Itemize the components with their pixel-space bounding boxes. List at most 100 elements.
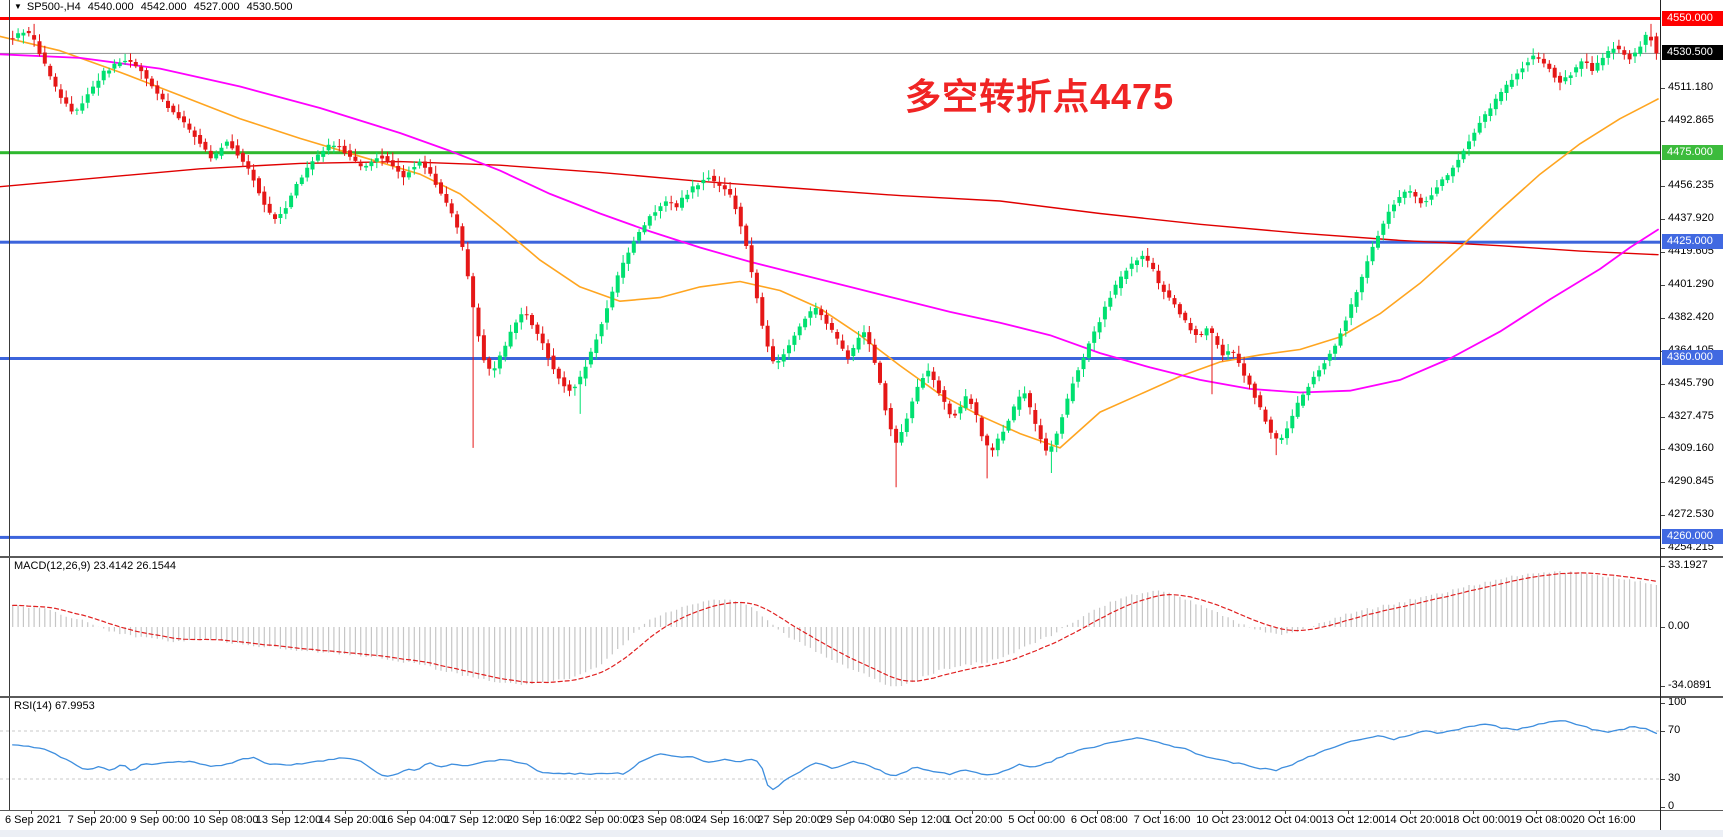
price-badge-4550.000: 4550.000 xyxy=(1662,10,1723,26)
axis-divider xyxy=(1660,0,1661,830)
time-tick xyxy=(658,810,659,814)
price-chart-panel[interactable] xyxy=(0,0,1660,556)
macd-label: MACD(12,26,9) 23.4142 26.1544 xyxy=(14,560,177,572)
price-axis[interactable]: 4511.180 4492.865 4456.235 4437.920 4419.605… xyxy=(1661,0,1723,830)
price-badge-4260.000: 4260.000 xyxy=(1662,529,1723,545)
axis-tick xyxy=(1661,87,1665,89)
panel-separator[interactable] xyxy=(0,696,1723,698)
price-chart-canvas[interactable] xyxy=(0,0,1660,556)
time-tick xyxy=(31,810,32,814)
level-4425 xyxy=(0,240,1660,244)
time-tick xyxy=(1159,810,1161,814)
time-label: 5 Oct 00:00 xyxy=(1008,814,1066,826)
axis-tick xyxy=(1661,807,1665,808)
time-label: 22 Sep 00:00 xyxy=(569,814,635,826)
rsi-line xyxy=(12,720,1658,791)
level-4260 xyxy=(0,535,1660,539)
bear-candle-wicks xyxy=(12,23,1657,488)
time-label: 16 Sep 04:00 xyxy=(381,814,447,826)
axis-tick xyxy=(1661,186,1665,188)
time-label: 20 Oct 16:00 xyxy=(1572,814,1636,826)
macd-canvas[interactable] xyxy=(0,558,1660,696)
time-tick xyxy=(219,810,221,814)
symbol-name: SP500-,H4 xyxy=(26,1,81,13)
rsi-indicator-panel[interactable] xyxy=(0,698,1660,810)
time-tick xyxy=(595,810,597,814)
ma-magenta-line xyxy=(0,53,1659,394)
price-badge-4360.000: 4360.000 xyxy=(1662,350,1723,366)
axis-tick xyxy=(1661,318,1665,320)
rsi-tick-label: 0 xyxy=(1668,800,1675,812)
axis-tick xyxy=(1661,686,1665,687)
axis-tick xyxy=(1661,482,1665,484)
axis-tick xyxy=(1661,703,1665,704)
price-badge-4425.000: 4425.000 xyxy=(1662,234,1723,250)
time-tick xyxy=(1410,810,1412,814)
rsi-canvas[interactable] xyxy=(0,698,1660,810)
time-label: 18 Oct 00:00 xyxy=(1447,814,1511,826)
time-label: 14 Sep 20:00 xyxy=(318,814,384,826)
macd-signal-line xyxy=(12,572,1658,684)
time-tick xyxy=(1285,810,1286,814)
macd-indicator-panel[interactable] xyxy=(0,558,1660,696)
axis-tick xyxy=(1661,779,1665,780)
ohlc-close: 4530.500 xyxy=(246,1,293,13)
time-tick xyxy=(93,810,95,814)
time-tick xyxy=(156,810,158,814)
price-badge-4475.000: 4475.000 xyxy=(1662,144,1723,160)
time-tick xyxy=(532,810,534,814)
time-tick xyxy=(1598,810,1600,814)
time-axis[interactable]: 6 Sep 2021 7 Sep 20:00 9 Sep 00:00 10 Sep 0… xyxy=(0,810,1723,830)
ohlc-low: 4527.000 xyxy=(193,1,240,13)
symbol-header: ▼ SP500-,H4 4540.000 4542.000 4527.000 45… xyxy=(14,1,297,13)
panel-separator[interactable] xyxy=(0,556,1723,558)
resistance-4550 xyxy=(0,17,1660,20)
level-4360 xyxy=(0,357,1660,360)
time-label: 24 Sep 16:00 xyxy=(694,814,761,826)
price-tick-label: 4327.475 xyxy=(1668,409,1714,422)
chart-left-border xyxy=(9,0,10,810)
time-tick xyxy=(846,810,848,814)
time-tick xyxy=(344,810,346,814)
price-tick-label: 4382.420 xyxy=(1668,311,1714,324)
time-tick xyxy=(1222,810,1224,814)
time-label: 14 Oct 20:00 xyxy=(1384,814,1448,826)
axis-tick xyxy=(1661,284,1665,286)
time-tick xyxy=(783,810,785,814)
rsi-tick-label: 70 xyxy=(1668,724,1681,736)
axis-tick xyxy=(1661,251,1665,253)
bull-candle-wicks xyxy=(17,28,1647,473)
time-tick xyxy=(720,810,722,814)
axis-tick xyxy=(1661,566,1665,567)
axis-tick xyxy=(1661,731,1665,732)
time-tick xyxy=(1096,810,1098,814)
time-label: 6 Oct 08:00 xyxy=(1070,814,1128,826)
time-label: 13 Oct 12:00 xyxy=(1321,814,1385,826)
time-label: 17 Sep 12:00 xyxy=(443,814,510,826)
time-tick xyxy=(469,810,471,814)
price-tick-label: 4309.160 xyxy=(1668,442,1714,455)
time-tick xyxy=(1034,810,1036,814)
current-price-line xyxy=(0,52,1660,54)
axis-tick xyxy=(1661,120,1665,122)
axis-tick xyxy=(1661,416,1665,418)
macd-histogram xyxy=(12,571,1657,687)
time-label: 9 Sep 00:00 xyxy=(130,814,190,826)
axis-tick xyxy=(1661,514,1665,516)
symbol-dropdown-icon[interactable]: ▼ xyxy=(14,2,22,11)
time-axis-separator xyxy=(0,810,1723,811)
ma-red-line xyxy=(0,160,1659,256)
window-bottom-strip xyxy=(0,830,1723,837)
price-tick-label: 4272.530 xyxy=(1668,507,1714,520)
time-tick xyxy=(1347,810,1349,814)
time-tick xyxy=(407,810,409,814)
price-tick-label: 4511.180 xyxy=(1668,80,1714,93)
axis-tick xyxy=(1661,547,1665,549)
time-tick xyxy=(1535,810,1537,814)
price-tick-label: 4456.235 xyxy=(1668,179,1714,192)
time-label: 23 Sep 08:00 xyxy=(632,814,698,826)
time-label: 10 Oct 23:00 xyxy=(1196,814,1260,826)
time-label: 29 Sep 04:00 xyxy=(820,814,886,826)
level-4475 xyxy=(0,151,1660,155)
axis-tick xyxy=(1661,219,1665,221)
